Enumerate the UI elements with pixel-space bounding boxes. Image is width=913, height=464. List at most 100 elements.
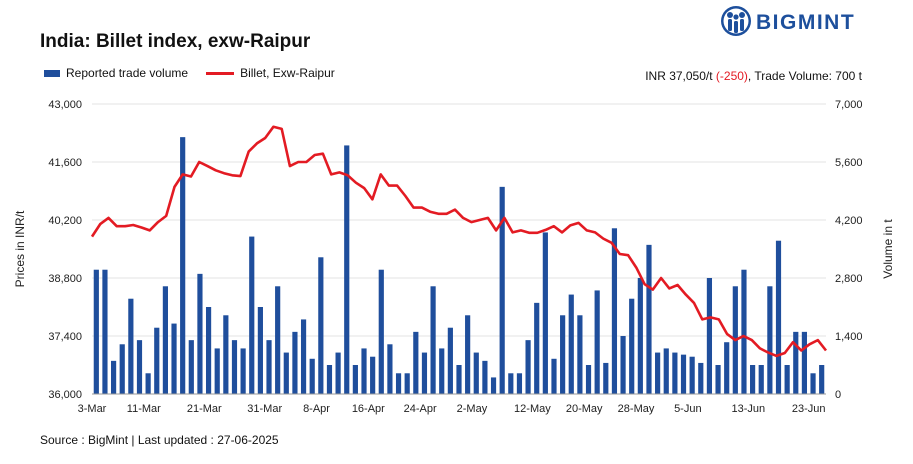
volume-bar	[162, 286, 168, 394]
x-tick-label: 20-May	[566, 403, 603, 415]
volume-bar	[447, 327, 453, 394]
y-tick-label-left: 36,000	[48, 389, 82, 401]
chart-title: India: Billet index, exw-Raipur	[40, 31, 311, 52]
volume-bar	[257, 307, 263, 394]
y-axis-title-right: Volume in t	[881, 219, 895, 279]
volume-bar	[119, 344, 125, 394]
y-tick-label-right: 5,600	[835, 157, 863, 169]
volume-bar	[136, 340, 143, 394]
legend-line-swatch	[206, 71, 235, 75]
y-tick-label-right: 7,000	[835, 99, 863, 111]
x-tick-label: 3-Mar	[78, 403, 107, 415]
volume-bar	[318, 257, 324, 394]
x-tick-label: 8-Apr	[303, 403, 330, 415]
volume-bar	[672, 352, 678, 394]
x-tick-label: 11-Mar	[127, 403, 161, 415]
volume-bar	[775, 240, 782, 394]
volume-bar	[490, 377, 497, 394]
volume-bar	[266, 340, 272, 394]
volume-bar	[706, 278, 713, 394]
x-tick-label: 31-Mar	[247, 403, 282, 415]
volume-bar	[482, 360, 488, 394]
volume-bar	[663, 348, 669, 394]
volume-bar	[180, 137, 186, 394]
bigmint-logo: BIGMINT	[720, 4, 885, 38]
volume-bar	[611, 228, 618, 394]
volume-bar	[326, 365, 333, 394]
volume-bar	[154, 327, 160, 394]
y-axis-title-left: Prices in INR/t	[13, 210, 27, 287]
volume-bar	[93, 269, 99, 394]
legend-item-volume: Reported trade volume	[44, 66, 188, 80]
volume-bar	[603, 362, 609, 394]
logo-mark-icon	[721, 6, 751, 36]
source-footer: Source : BigMint | Last updated : 27-06-…	[40, 433, 279, 447]
volume-bar	[508, 373, 514, 394]
volume-bar	[629, 298, 635, 394]
billet-price-line	[90, 125, 828, 358]
volume-bar	[292, 331, 298, 394]
legend-item-billet: Billet, Exw-Raipur	[206, 66, 335, 80]
volume-bar	[188, 340, 194, 394]
volume-bar	[430, 286, 436, 394]
y-tick-label-right: 4,200	[835, 215, 863, 227]
volume-bar	[205, 307, 212, 394]
volume-bar	[637, 278, 643, 394]
y-tick-label-right: 0	[835, 389, 841, 401]
volume-bar	[473, 352, 479, 394]
volume-bar	[741, 269, 747, 394]
volume-bar	[689, 356, 695, 394]
volume-bar	[646, 244, 652, 394]
volume-bar	[819, 365, 825, 394]
legend-label-volume: Reported trade volume	[66, 66, 189, 80]
legend-bar-swatch	[44, 69, 60, 77]
legend: Reported trade volume Billet, Exw-Raipur	[44, 66, 353, 80]
summary-change: (-250)	[715, 69, 748, 83]
y-tick-label-right: 1,400	[835, 331, 863, 343]
volume-bar	[724, 342, 730, 394]
volume-bar	[413, 331, 419, 394]
logo-text: BIGMINT	[756, 11, 856, 34]
volume-bar	[784, 365, 790, 394]
volume-bar	[102, 269, 108, 394]
volume-bar	[715, 365, 721, 394]
volume-bar	[516, 373, 523, 394]
y-tick-label-left: 38,800	[48, 273, 82, 285]
volume-bar	[249, 236, 255, 394]
volume-bar	[283, 352, 289, 394]
x-tick-label: 2-May	[457, 403, 488, 415]
x-tick-label: 24-Apr	[404, 403, 437, 415]
volume-bar	[361, 348, 367, 394]
volume-bar	[680, 354, 687, 394]
x-tick-label: 16-Apr	[352, 403, 385, 415]
volume-bar	[240, 348, 246, 394]
volume-bar	[404, 373, 410, 394]
volume-bar	[542, 232, 548, 394]
x-tick-label: 23-Jun	[792, 403, 826, 415]
volume-bar	[223, 315, 229, 394]
volume-bar	[585, 365, 592, 394]
volume-bar	[801, 331, 808, 394]
volume-bar	[620, 336, 626, 394]
y-tick-label-left: 41,600	[48, 157, 82, 169]
volume-bar	[767, 286, 773, 394]
volume-bar	[378, 269, 384, 394]
volume-bar	[758, 365, 764, 394]
volume-bar	[560, 315, 566, 394]
volume-bar	[499, 186, 505, 394]
x-tick-label: 28-May	[618, 403, 655, 415]
summary-price: INR 37,050/t	[645, 69, 716, 83]
y-tick-label-left: 37,400	[48, 331, 82, 343]
volume-bar	[577, 315, 583, 394]
volume-bar	[197, 273, 203, 394]
volume-bar	[655, 352, 661, 394]
x-tick-label: 21-Mar	[187, 403, 222, 415]
legend-label-billet: Billet, Exw-Raipur	[240, 66, 335, 80]
y-tick-label-right: 2,800	[835, 273, 863, 285]
volume-bar	[551, 358, 557, 394]
volume-bar	[750, 365, 756, 394]
volume-bar	[568, 294, 574, 394]
volume-bar	[352, 365, 358, 394]
x-tick-label: 12-May	[514, 403, 551, 415]
volume-bar	[370, 356, 376, 394]
